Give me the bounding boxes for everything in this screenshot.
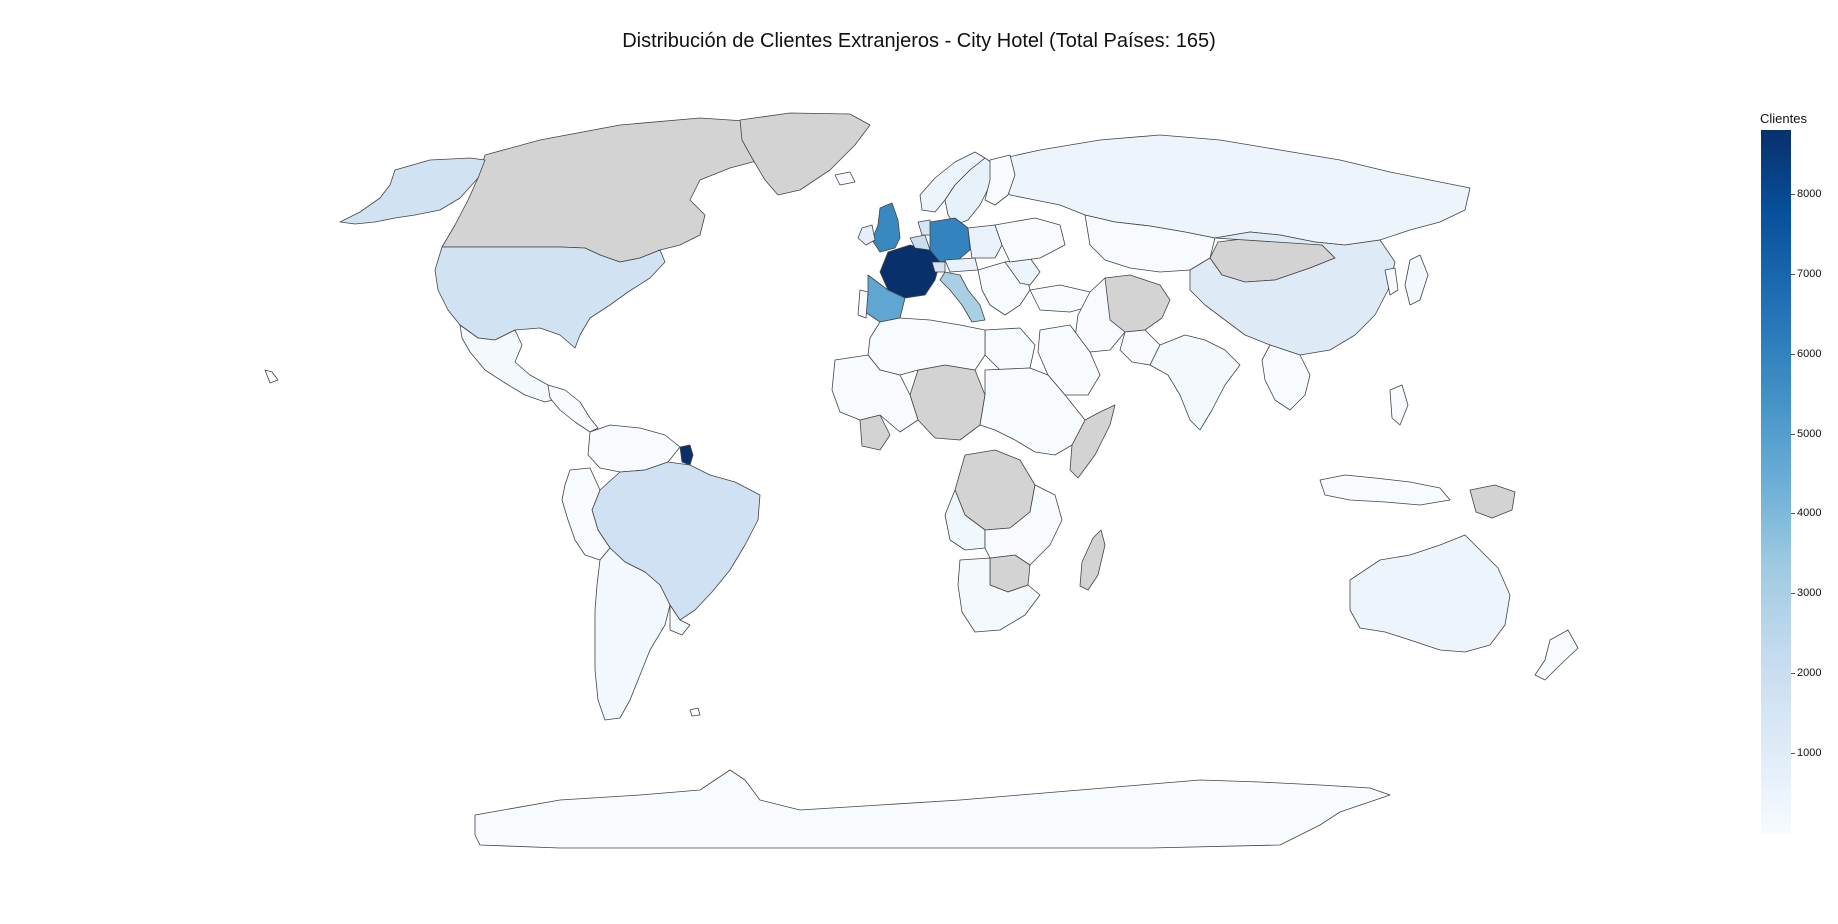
colorbar-tick-mark bbox=[1791, 433, 1795, 435]
colorbar-tick-label: 5000 bbox=[1797, 427, 1822, 440]
colorbar-title: Clientes bbox=[1760, 111, 1807, 126]
region-ukraine bbox=[994, 217, 1066, 263]
region-west-africa bbox=[831, 354, 919, 433]
region-hawaii bbox=[264, 369, 279, 384]
region-french-guiana bbox=[679, 444, 694, 466]
colorbar-tick-label: 8000 bbox=[1797, 187, 1822, 200]
region-angola bbox=[944, 489, 986, 551]
region-chad bbox=[909, 364, 986, 441]
colorbar-tick-label: 6000 bbox=[1797, 347, 1822, 360]
region-canada bbox=[441, 117, 781, 263]
colorbar-tick-mark bbox=[1791, 593, 1795, 595]
region-italy bbox=[939, 271, 986, 323]
colorbar-tick-mark bbox=[1791, 273, 1795, 275]
region-china bbox=[1189, 231, 1396, 356]
chart-title: Distribución de Clientes Extranjeros - C… bbox=[622, 30, 1216, 52]
region-indonesia bbox=[1319, 474, 1451, 506]
region-new-zealand bbox=[1534, 629, 1579, 681]
region-argentina bbox=[594, 547, 671, 721]
region-philippines bbox=[1389, 384, 1409, 426]
colorbar-tick-mark bbox=[1791, 353, 1795, 355]
region-russia bbox=[994, 134, 1471, 246]
colorbar-tick-mark bbox=[1791, 513, 1795, 515]
region-japan bbox=[1404, 254, 1429, 306]
region-egypt bbox=[984, 327, 1036, 371]
region-germany bbox=[929, 217, 971, 263]
region-finland bbox=[984, 154, 1016, 206]
region-madagascar bbox=[1079, 529, 1106, 591]
region-southeast-africa bbox=[984, 484, 1063, 566]
colorbar-tick-label: 2000 bbox=[1797, 667, 1822, 680]
region-saudi bbox=[1037, 324, 1101, 396]
region-west-africa-gap bbox=[859, 414, 891, 451]
colorbar-tick-label: 1000 bbox=[1797, 747, 1822, 760]
region-southeast-asia bbox=[1261, 344, 1311, 411]
region-north-africa bbox=[867, 317, 986, 376]
region-iran bbox=[1074, 277, 1126, 353]
region-png bbox=[1469, 484, 1516, 519]
colorbar-tick-label: 7000 bbox=[1797, 267, 1822, 280]
colorbar-tick-label: 3000 bbox=[1797, 587, 1822, 600]
region-korea bbox=[1384, 267, 1399, 296]
region-greenland bbox=[739, 112, 871, 196]
region-portugal bbox=[857, 289, 869, 319]
region-iceland bbox=[834, 171, 856, 186]
region-australia bbox=[1349, 534, 1511, 653]
region-south-africa bbox=[957, 557, 1041, 633]
colorbar-tick-mark bbox=[1791, 673, 1795, 675]
region-mexico bbox=[459, 324, 561, 403]
colorbar-tick-mark bbox=[1791, 753, 1795, 755]
region-austria bbox=[944, 257, 979, 273]
region-alaska bbox=[339, 157, 486, 225]
region-central-america bbox=[547, 384, 599, 433]
region-uk bbox=[871, 202, 901, 253]
region-falklands bbox=[689, 707, 701, 717]
colorbar bbox=[1761, 130, 1791, 833]
region-antarctica bbox=[474, 769, 1391, 849]
colorbar-tick-label: 4000 bbox=[1797, 507, 1822, 520]
region-ireland bbox=[857, 224, 876, 246]
region-east-africa bbox=[979, 367, 1086, 456]
colorbar-tick-mark bbox=[1791, 193, 1795, 195]
region-india bbox=[1149, 334, 1241, 431]
region-somalia bbox=[1069, 404, 1116, 479]
region-uruguay bbox=[669, 604, 691, 636]
